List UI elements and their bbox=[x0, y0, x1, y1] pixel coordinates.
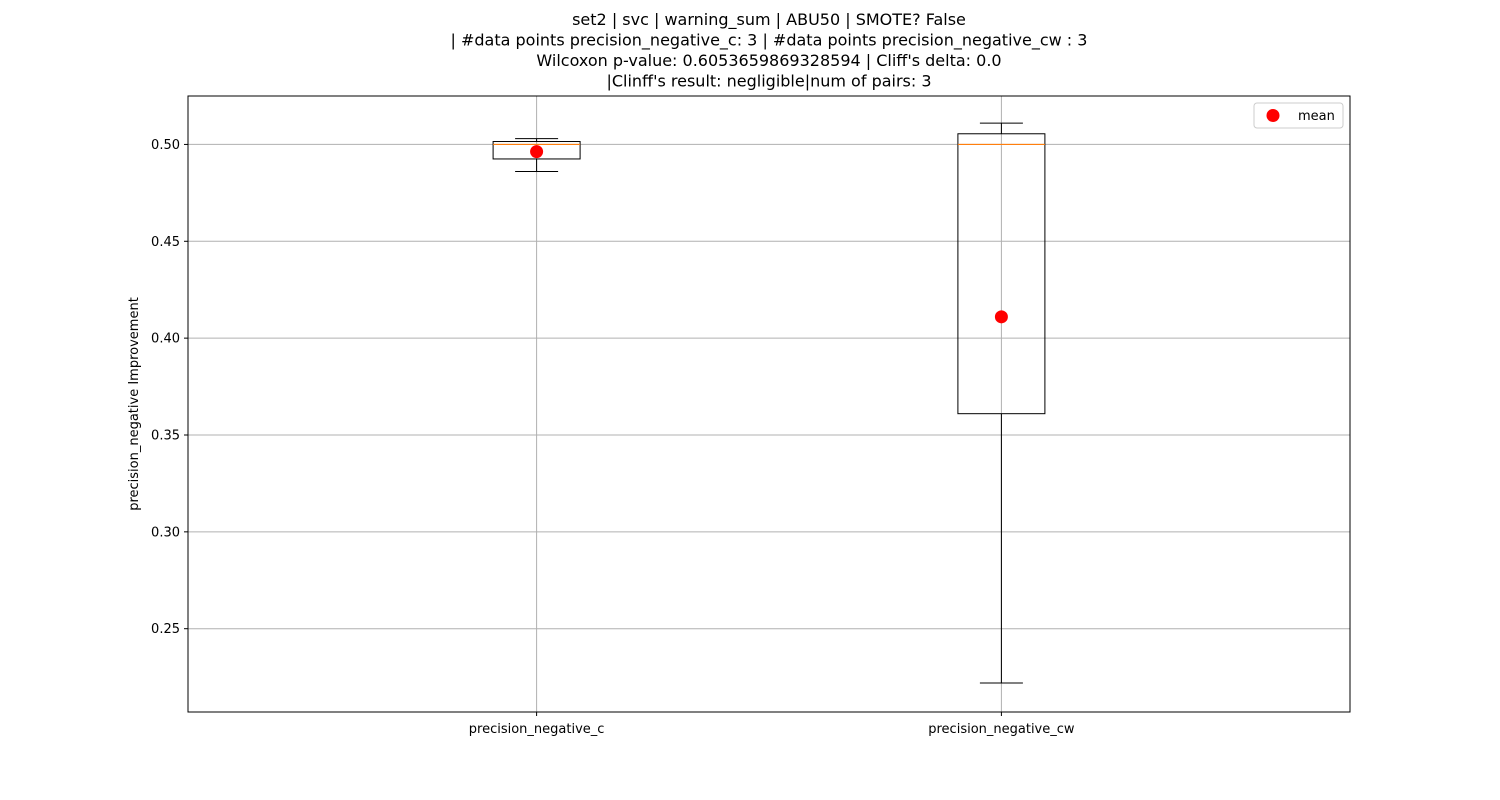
y-tick-label: 0.25 bbox=[151, 622, 180, 637]
y-tick-label: 0.45 bbox=[151, 235, 180, 250]
x-axis-ticks: precision_negative_c precision_negative_c… bbox=[469, 712, 1075, 737]
box-precision_negative_c bbox=[492, 138, 581, 173]
mean-marker bbox=[994, 310, 1008, 324]
grid-lines bbox=[188, 96, 1350, 712]
plot-area-frame bbox=[187, 95, 1351, 713]
box-precision_negative_cw bbox=[957, 122, 1046, 684]
y-axis-label: precision_negative Improvement bbox=[127, 297, 142, 511]
y-axis-ticks: 0.25 0.30 0.35 0.40 0.45 0.50 bbox=[151, 138, 188, 637]
legend-marker-mean bbox=[1266, 109, 1280, 122]
iqr-box bbox=[492, 141, 581, 160]
legend: mean bbox=[1253, 102, 1344, 129]
y-tick-label: 0.40 bbox=[151, 332, 180, 347]
legend-label: mean bbox=[1298, 109, 1335, 124]
title-line: set2 | svc | warning_sum | ABU50 | SMOTE… bbox=[572, 10, 966, 30]
mean-marker bbox=[530, 145, 544, 159]
title-line: | #data points precision_negative_c: 3 |… bbox=[451, 31, 1088, 51]
iqr-box bbox=[957, 133, 1046, 415]
title-line: |Clinff's result: negligible|num of pair… bbox=[606, 72, 931, 91]
y-tick-label: 0.35 bbox=[151, 428, 180, 443]
chart-title: set2 | svc | warning_sum | ABU50 | SMOTE… bbox=[451, 10, 1088, 91]
legend-box bbox=[1253, 102, 1344, 129]
y-tick-label: 0.50 bbox=[151, 138, 180, 153]
x-tick-label: precision_negative_cw bbox=[928, 722, 1075, 737]
x-tick-label: precision_negative_c bbox=[469, 722, 605, 737]
title-line: Wilcoxon p-value: 0.6053659869328594 | C… bbox=[536, 51, 1001, 70]
y-tick-label: 0.30 bbox=[151, 525, 180, 540]
boxes bbox=[492, 122, 1046, 684]
